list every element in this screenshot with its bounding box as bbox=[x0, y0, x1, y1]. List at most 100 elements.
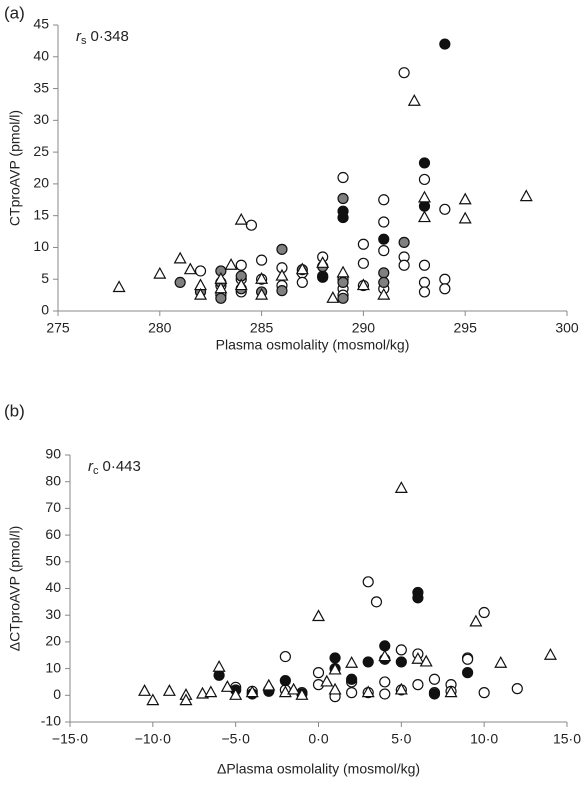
data-point bbox=[398, 236, 410, 248]
y-tick-label: 15 bbox=[33, 206, 49, 222]
data-point bbox=[138, 684, 152, 696]
data-point bbox=[462, 653, 474, 665]
data-point bbox=[379, 688, 391, 700]
data-point bbox=[337, 292, 349, 304]
data-point bbox=[395, 656, 407, 668]
data-point bbox=[320, 674, 334, 687]
y-tick-label: 30 bbox=[45, 606, 61, 622]
data-point bbox=[256, 254, 268, 266]
data-point bbox=[357, 257, 369, 269]
data-point bbox=[112, 280, 126, 293]
data-point bbox=[439, 203, 451, 215]
data-point bbox=[378, 276, 390, 288]
y-tick-label: 20 bbox=[33, 175, 49, 191]
data-point bbox=[361, 685, 375, 698]
data-point bbox=[494, 656, 508, 668]
data-point bbox=[312, 667, 325, 679]
data-point bbox=[378, 233, 390, 245]
data-point bbox=[255, 287, 269, 300]
data-point bbox=[478, 687, 490, 699]
data-point bbox=[418, 157, 431, 169]
y-tick-label: 0 bbox=[53, 686, 61, 702]
data-point bbox=[276, 285, 288, 297]
data-point bbox=[295, 688, 309, 700]
x-tick-label: 280 bbox=[148, 320, 172, 336]
data-point bbox=[418, 286, 431, 298]
data-point bbox=[295, 262, 309, 275]
data-point bbox=[275, 268, 289, 281]
y-tick-label: 30 bbox=[33, 111, 49, 127]
data-point bbox=[204, 685, 218, 698]
data-point bbox=[179, 693, 193, 706]
x-tick-label: −15·0 bbox=[52, 731, 88, 747]
data-point bbox=[362, 576, 374, 588]
annotation-symbol: r bbox=[76, 28, 82, 45]
x-tick-label: −10·0 bbox=[135, 731, 171, 747]
x-axis-title: ΔPlasma osmolality (mosmol/kg) bbox=[217, 761, 420, 777]
data-point bbox=[428, 673, 441, 685]
data-point bbox=[458, 211, 472, 224]
x-tick-label: 285 bbox=[250, 320, 274, 336]
data-point bbox=[417, 210, 431, 223]
x-tick-label: 295 bbox=[454, 320, 478, 336]
y-tick-label: 20 bbox=[45, 633, 61, 649]
data-point bbox=[215, 292, 227, 304]
data-point bbox=[214, 281, 228, 294]
data-point bbox=[428, 688, 441, 700]
data-point bbox=[356, 278, 370, 291]
y-tick-label: 70 bbox=[45, 499, 61, 515]
annotation: rs 0·348 bbox=[76, 28, 129, 47]
data-point bbox=[439, 38, 451, 50]
x-tick-label: 300 bbox=[555, 320, 579, 336]
data-point bbox=[234, 278, 248, 291]
data-point bbox=[183, 262, 197, 275]
annotation-subscript: s bbox=[81, 35, 87, 47]
x-tick-label: 290 bbox=[352, 320, 376, 336]
y-tick-label: 5 bbox=[41, 270, 49, 286]
data-point bbox=[337, 192, 349, 205]
y-tick-label: 35 bbox=[33, 79, 49, 95]
y-tick-label: 80 bbox=[45, 472, 61, 488]
data-point bbox=[194, 287, 208, 300]
data-point bbox=[255, 271, 269, 284]
data-point bbox=[229, 688, 243, 700]
data-point bbox=[337, 276, 349, 288]
y-tick-label: 10 bbox=[33, 238, 49, 254]
data-point bbox=[311, 609, 326, 622]
data-point bbox=[412, 679, 424, 691]
data-point bbox=[337, 211, 349, 224]
data-point bbox=[543, 648, 557, 660]
data-point bbox=[345, 656, 359, 668]
data-point bbox=[173, 251, 187, 264]
x-tick-label: 5·0 bbox=[391, 731, 411, 747]
data-point bbox=[439, 283, 451, 295]
y-tick-label: -10 bbox=[41, 713, 61, 729]
data-point bbox=[214, 271, 228, 284]
data-point bbox=[519, 189, 533, 202]
data-point bbox=[317, 271, 329, 283]
data-point bbox=[224, 257, 238, 270]
x-tick-label: −5·0 bbox=[221, 731, 250, 747]
x-tick-label: 0·0 bbox=[308, 731, 328, 747]
data-point bbox=[235, 259, 247, 271]
data-point bbox=[146, 693, 160, 706]
y-tick-label: 0 bbox=[41, 302, 49, 318]
data-point bbox=[316, 256, 330, 268]
x-tick-label: 10·0 bbox=[470, 731, 498, 747]
data-point bbox=[407, 94, 421, 106]
data-point bbox=[220, 680, 234, 692]
annotation-value: 0·443 bbox=[103, 458, 141, 475]
data-point bbox=[417, 190, 431, 203]
data-point bbox=[439, 273, 451, 285]
data-point bbox=[287, 682, 301, 695]
data-point bbox=[234, 212, 248, 225]
annotation: rc 0·443 bbox=[88, 458, 141, 477]
data-point bbox=[458, 192, 472, 205]
data-point bbox=[194, 265, 207, 277]
data-point bbox=[276, 243, 288, 255]
y-tick-label: 25 bbox=[33, 143, 49, 159]
annotation-value: 0·348 bbox=[91, 28, 129, 45]
data-point bbox=[174, 276, 186, 288]
data-point bbox=[462, 667, 474, 679]
